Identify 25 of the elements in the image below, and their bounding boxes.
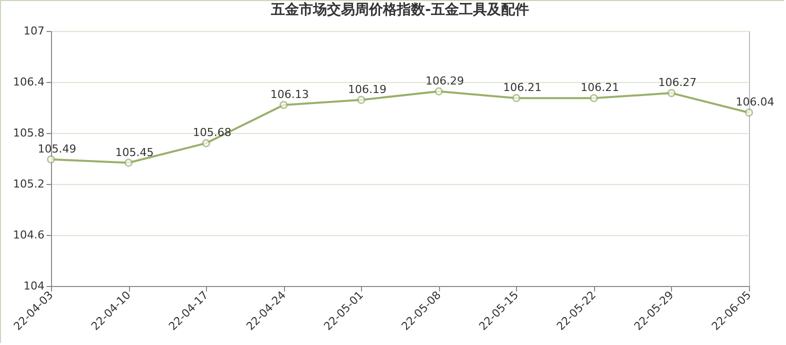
chart-title: 五金市场交易周价格指数-五金工具及配件	[270, 1, 529, 18]
data-label: 106.13	[270, 88, 309, 101]
data-label: 106.19	[348, 82, 386, 96]
y-tick-label: 106.4	[13, 76, 44, 88]
data-label: 106.29	[426, 74, 464, 88]
y-tick-label: 104	[24, 280, 44, 292]
point	[202, 139, 210, 148]
point	[357, 96, 366, 104]
data-label: 106.04	[736, 96, 774, 109]
data-label: 106.21	[580, 81, 620, 94]
point	[512, 94, 520, 102]
point	[434, 87, 443, 96]
point	[280, 100, 288, 110]
point	[124, 158, 133, 167]
data-label: 106.21	[503, 81, 542, 94]
point	[744, 108, 754, 117]
point	[667, 88, 676, 98]
point	[590, 94, 598, 102]
y-tick-label: 107	[24, 24, 44, 38]
y-tick-label: 105.2	[13, 178, 44, 190]
data-label: 106.27	[658, 76, 697, 90]
y-tick-label: 104.6	[13, 228, 44, 242]
data-label: 105.45	[115, 146, 154, 159]
point	[46, 155, 56, 164]
y-tick-label: 105.8	[13, 126, 44, 140]
